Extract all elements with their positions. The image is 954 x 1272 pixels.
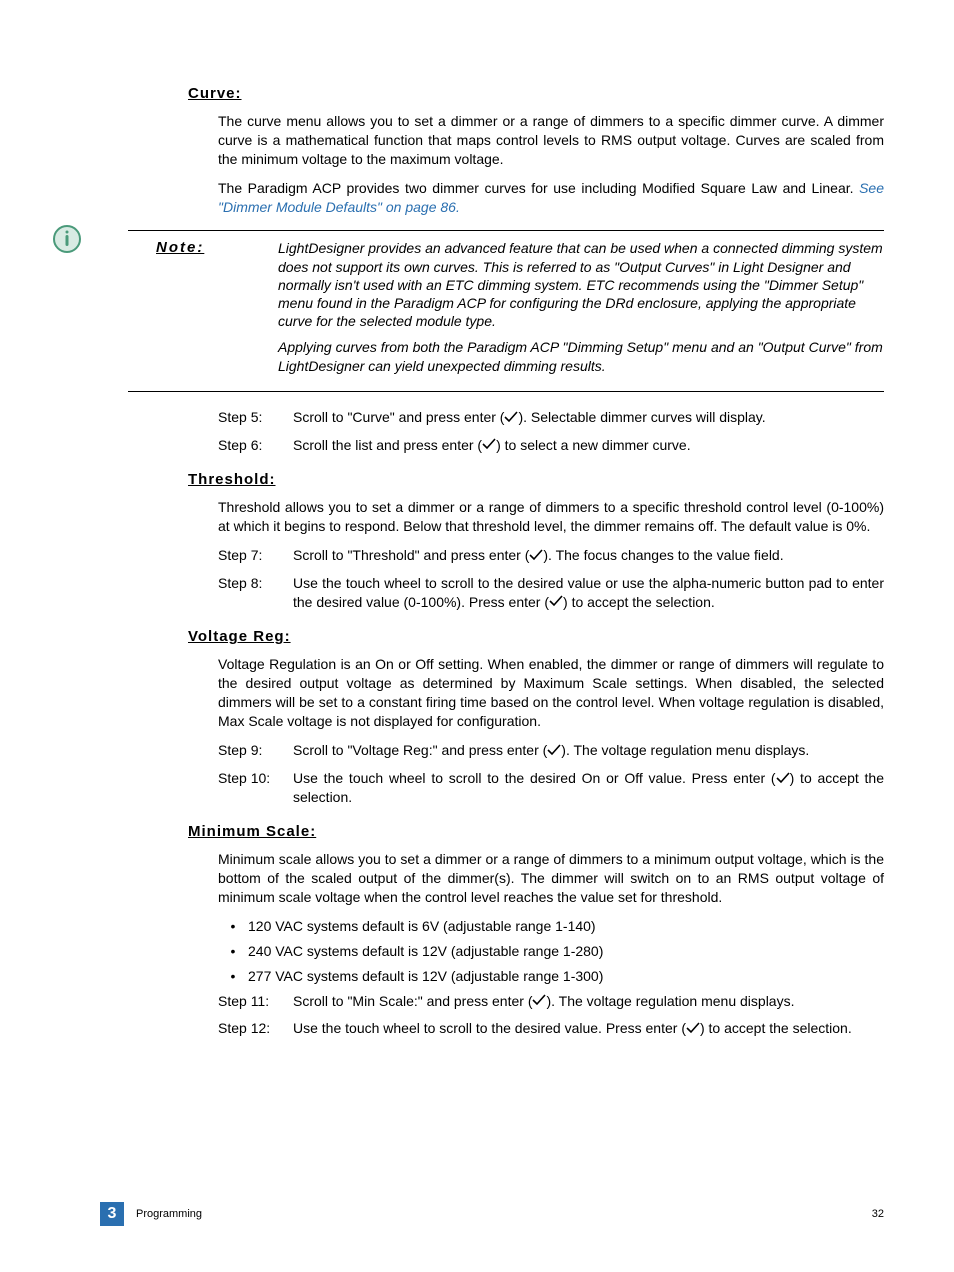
bullet-1: • 120 VAC systems default is 6V (adjusta… bbox=[218, 917, 884, 936]
bullet-text: 277 VAC systems default is 12V (adjustab… bbox=[248, 967, 603, 986]
bullet-icon: • bbox=[218, 917, 248, 936]
step-6: Step 6: Scroll the list and press enter … bbox=[218, 436, 884, 456]
note-block: Note: LightDesigner provides an advanced… bbox=[128, 230, 884, 391]
note-label: Note: bbox=[156, 239, 204, 256]
step-label: Step 9: bbox=[218, 741, 293, 761]
note-p2: Applying curves from both the Paradigm A… bbox=[278, 338, 884, 374]
page-number: 32 bbox=[872, 1208, 884, 1220]
check-icon bbox=[549, 593, 563, 612]
footer-title: Programming bbox=[136, 1208, 202, 1220]
minscale-heading: Minimum Scale: bbox=[188, 823, 884, 840]
check-icon bbox=[776, 770, 790, 789]
step-text: Scroll the list and press enter ( ) to se… bbox=[293, 436, 884, 456]
step-text-a: Scroll the list and press enter ( bbox=[293, 437, 482, 453]
step-text: Scroll to "Min Scale:" and press enter (… bbox=[293, 992, 884, 1012]
step-text-a: Scroll to "Min Scale:" and press enter ( bbox=[293, 993, 532, 1009]
step-text-a: Scroll to "Curve" and press enter ( bbox=[293, 409, 504, 425]
check-icon bbox=[532, 992, 546, 1011]
step-5: Step 5: Scroll to "Curve" and press ente… bbox=[218, 408, 884, 428]
step-12: Step 12: Use the touch wheel to scroll t… bbox=[218, 1019, 884, 1039]
curve-heading: Curve: bbox=[188, 85, 884, 102]
step-text-b: ). The focus changes to the value field. bbox=[543, 547, 783, 563]
curve-p1: The curve menu allows you to set a dimme… bbox=[218, 112, 884, 169]
chapter-number: 3 bbox=[100, 1202, 124, 1226]
check-icon bbox=[529, 547, 543, 566]
step-text-b: ). Selectable dimmer curves will display… bbox=[518, 409, 765, 425]
step-label: Step 12: bbox=[218, 1019, 293, 1039]
step-9: Step 9: Scroll to "Voltage Reg:" and pre… bbox=[218, 741, 884, 761]
step-text-a: Scroll to "Threshold" and press enter ( bbox=[293, 547, 529, 563]
bullet-icon: • bbox=[218, 942, 248, 961]
page-footer: 3 Programming 32 bbox=[100, 1202, 884, 1226]
info-icon bbox=[52, 224, 82, 254]
check-icon bbox=[686, 1020, 700, 1039]
check-icon bbox=[547, 742, 561, 761]
step-label: Step 10: bbox=[218, 769, 293, 808]
check-icon bbox=[504, 409, 518, 428]
step-text-a: Scroll to "Voltage Reg:" and press enter… bbox=[293, 742, 547, 758]
minscale-p1: Minimum scale allows you to set a dimmer… bbox=[218, 850, 884, 907]
voltage-p1: Voltage Regulation is an On or Off setti… bbox=[218, 655, 884, 731]
step-text: Scroll to "Voltage Reg:" and press enter… bbox=[293, 741, 884, 761]
bullet-icon: • bbox=[218, 967, 248, 986]
bullet-text: 120 VAC systems default is 6V (adjustabl… bbox=[248, 917, 596, 936]
step-10: Step 10: Use the touch wheel to scroll t… bbox=[218, 769, 884, 808]
step-8: Step 8: Use the touch wheel to scroll to… bbox=[218, 574, 884, 613]
step-11: Step 11: Scroll to "Min Scale:" and pres… bbox=[218, 992, 884, 1012]
step-text-b: ) to select a new dimmer curve. bbox=[496, 437, 691, 453]
step-label: Step 7: bbox=[218, 546, 293, 566]
step-label: Step 6: bbox=[218, 436, 293, 456]
step-label: Step 11: bbox=[218, 992, 293, 1012]
step-text-b: ). The voltage regulation menu displays. bbox=[546, 993, 794, 1009]
step-7: Step 7: Scroll to "Threshold" and press … bbox=[218, 546, 884, 566]
step-text: Use the touch wheel to scroll to the des… bbox=[293, 1019, 884, 1039]
step-text-b: ) to accept the selection. bbox=[700, 1020, 852, 1036]
step-text-b: ). The voltage regulation menu displays. bbox=[561, 742, 809, 758]
threshold-heading: Threshold: bbox=[188, 471, 884, 488]
step-text: Scroll to "Curve" and press enter ( ). Se… bbox=[293, 408, 884, 428]
step-text-a: Use the touch wheel to scroll to the des… bbox=[293, 1020, 686, 1036]
step-text: Use the touch wheel to scroll to the des… bbox=[293, 769, 884, 808]
bullet-text: 240 VAC systems default is 12V (adjustab… bbox=[248, 942, 603, 961]
step-label: Step 8: bbox=[218, 574, 293, 613]
step-text: Use the touch wheel to scroll to the des… bbox=[293, 574, 884, 613]
curve-p2-text: The Paradigm ACP provides two dimmer cur… bbox=[218, 180, 859, 196]
voltage-heading: Voltage Reg: bbox=[188, 628, 884, 645]
step-text-a: Use the touch wheel to scroll to the des… bbox=[293, 770, 776, 786]
note-p1: LightDesigner provides an advanced featu… bbox=[278, 239, 884, 330]
bullet-2: • 240 VAC systems default is 12V (adjust… bbox=[218, 942, 884, 961]
threshold-p1: Threshold allows you to set a dimmer or … bbox=[218, 498, 884, 536]
bullet-3: • 277 VAC systems default is 12V (adjust… bbox=[218, 967, 884, 986]
step-text: Scroll to "Threshold" and press enter ()… bbox=[293, 546, 884, 566]
step-label: Step 5: bbox=[218, 408, 293, 428]
check-icon bbox=[482, 436, 496, 455]
step-text-b: ) to accept the selection. bbox=[563, 594, 715, 610]
curve-p2: The Paradigm ACP provides two dimmer cur… bbox=[218, 179, 884, 217]
